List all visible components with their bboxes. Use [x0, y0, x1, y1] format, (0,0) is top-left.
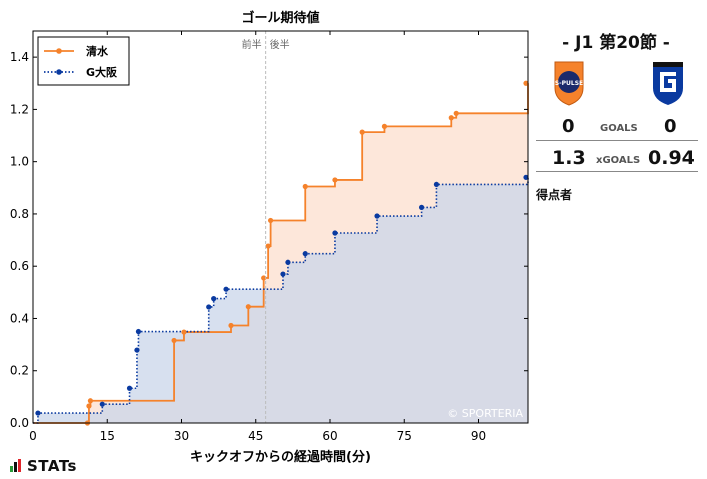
y-tick-label: 1.0 — [10, 155, 29, 169]
brand-logo: STATs — [10, 457, 77, 476]
y-tick-label: 0.2 — [10, 364, 29, 378]
series-point-0 — [245, 304, 251, 310]
legend-marker-0 — [56, 48, 62, 54]
series-point-1 — [211, 296, 217, 302]
y-tick-label: 1.4 — [10, 50, 29, 64]
home-goals: 0 — [562, 116, 575, 137]
series-point-0 — [86, 403, 92, 409]
goals-label: GOALS — [600, 123, 638, 134]
scorers-heading: 得点者 — [536, 188, 573, 202]
x-tick-label: 15 — [100, 429, 115, 443]
series-point-0 — [87, 398, 94, 404]
away-xgoals: 0.94 — [648, 147, 695, 169]
goals-row: 0 GOALS 0 — [536, 116, 698, 142]
series-point-1 — [134, 347, 140, 353]
half-label-second: 後半 — [270, 38, 290, 51]
series-point-1 — [332, 230, 338, 236]
y-tick-label: 0.6 — [10, 259, 29, 273]
chart-title: ゴール期待値 — [241, 10, 319, 26]
xgoals-divider — [536, 171, 698, 172]
y-tick-label: 0.4 — [10, 311, 29, 325]
x-tick-label: 75 — [397, 429, 412, 443]
bar-chart-icon — [10, 458, 22, 476]
series-point-0 — [265, 243, 271, 249]
series-point-0 — [332, 177, 338, 183]
legend-box — [37, 36, 130, 86]
shimizu-logo: S-PULSE — [554, 61, 584, 106]
y-tick-label: 1.2 — [10, 102, 29, 116]
goals-divider — [536, 140, 698, 141]
series-point-1 — [374, 213, 380, 219]
series-point-1 — [35, 410, 41, 416]
series-point-0 — [453, 110, 459, 116]
xgoals-row: 1.3 xGOALS 0.94 — [536, 147, 698, 173]
series-point-0 — [171, 337, 177, 344]
half-label-first: 前半 — [242, 38, 262, 51]
series-point-1 — [280, 271, 286, 277]
x-tick-label: 45 — [248, 429, 263, 443]
x-tick-label: 30 — [174, 429, 189, 443]
away-goals: 0 — [664, 116, 677, 137]
series-point-0 — [268, 217, 274, 224]
series-point-1 — [302, 251, 308, 257]
series-point-0 — [448, 115, 454, 121]
series-point-0 — [359, 129, 365, 135]
watermark: © SPORTERIA — [447, 407, 523, 420]
plot-frame — [32, 30, 529, 424]
series-point-0 — [381, 123, 388, 129]
brand-text: STATs — [27, 457, 77, 475]
y-tick-label: 0.8 — [10, 207, 29, 221]
series-point-1 — [99, 401, 105, 407]
legend-label-1: G大阪 — [86, 65, 118, 79]
x-tick-label: 90 — [471, 429, 486, 443]
series-point-1 — [285, 259, 291, 265]
series-point-0 — [181, 329, 187, 335]
series-point-1 — [206, 304, 212, 310]
series-point-1 — [223, 286, 229, 292]
series-point-1 — [135, 328, 142, 335]
series-point-1 — [523, 174, 529, 180]
gamba-logo — [653, 62, 683, 105]
series-area-1 — [33, 177, 528, 423]
g-letter-icon — [660, 72, 676, 92]
series-point-1 — [126, 385, 133, 391]
series-point-0 — [523, 80, 529, 86]
legend: 清水 G大阪 — [37, 36, 130, 86]
home-xgoals: 1.3 — [552, 147, 586, 169]
x-tick-label: 60 — [322, 429, 337, 443]
series-point-0 — [302, 183, 308, 190]
x-tick-label: 0 — [29, 429, 37, 443]
series-point-1 — [433, 181, 440, 188]
x-axis-label: キックオフからの経過時間(分) — [190, 449, 371, 465]
legend-label-0: 清水 — [86, 44, 109, 58]
series-line-0 — [33, 83, 529, 424]
legend-marker-1 — [56, 69, 62, 75]
series-point-1 — [418, 204, 425, 210]
matchday-title: - J1 第20節 - — [562, 33, 670, 53]
series-point-0 — [261, 275, 267, 281]
svg-text:S-PULSE: S-PULSE — [555, 80, 583, 87]
y-tick-label: 0.0 — [10, 416, 29, 430]
xgoals-label: xGOALS — [596, 155, 641, 166]
series-point-0 — [228, 322, 234, 329]
